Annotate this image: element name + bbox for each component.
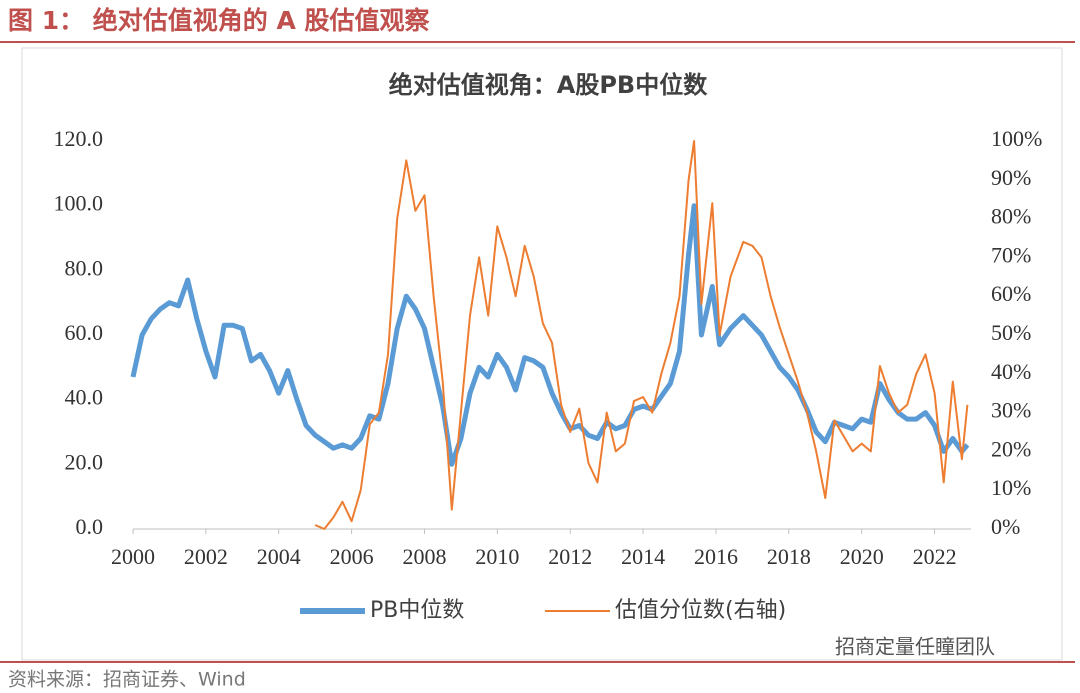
series-line [130,203,970,467]
y2-tick-label: 10% [991,475,1031,500]
series-line [314,140,969,530]
x-tick-label: 2014 [621,544,665,569]
y2-tick-label: 40% [991,359,1031,384]
y-tick-label: 20.0 [65,449,104,474]
y2-tick-label: 0% [991,514,1020,539]
y-tick-label: 0.0 [76,514,104,539]
figure-header: 图 1： 绝对估值视角的 A 股估值观察 [8,6,431,35]
y-tick-label: 40.0 [65,385,104,410]
x-tick-label: 2002 [184,544,228,569]
y2-tick-label: 70% [991,242,1031,267]
x-tick-label: 2016 [694,544,738,569]
y2-tick-label: 90% [991,165,1031,190]
y-tick-label: 60.0 [65,320,104,345]
y2-tick-label: 60% [991,281,1031,306]
x-tick-label: 2004 [257,544,301,569]
x-tick-label: 2000 [111,544,155,569]
y-tick-label: 80.0 [65,255,104,280]
y2-tick-label: 30% [991,398,1031,423]
x-tick-label: 2012 [548,544,592,569]
chart-title: 绝对估值视角：A股PB中位数 [389,71,708,99]
y2-tick-label: 20% [991,436,1031,461]
x-tick-label: 2006 [330,544,374,569]
x-tick-label: 2018 [767,544,811,569]
x-tick-label: 2020 [840,544,884,569]
x-tick-label: 2010 [475,544,519,569]
chart-frame [21,47,1063,661]
y2-tick-label: 100% [991,126,1042,151]
y2-tick-label: 80% [991,204,1031,229]
source-note: 资料来源：招商证券、Wind [8,669,246,691]
watermark: 招商定量任瞳团队 [835,635,995,659]
legend-label: PB中位数 [370,598,464,623]
y2-tick-label: 50% [991,320,1031,345]
y-tick-label: 100.0 [54,191,104,216]
x-tick-label: 2008 [402,544,446,569]
x-tick-label: 2022 [913,544,957,569]
y-tick-label: 120.0 [54,126,104,151]
legend-label: 估值分位数(右轴) [615,598,786,623]
